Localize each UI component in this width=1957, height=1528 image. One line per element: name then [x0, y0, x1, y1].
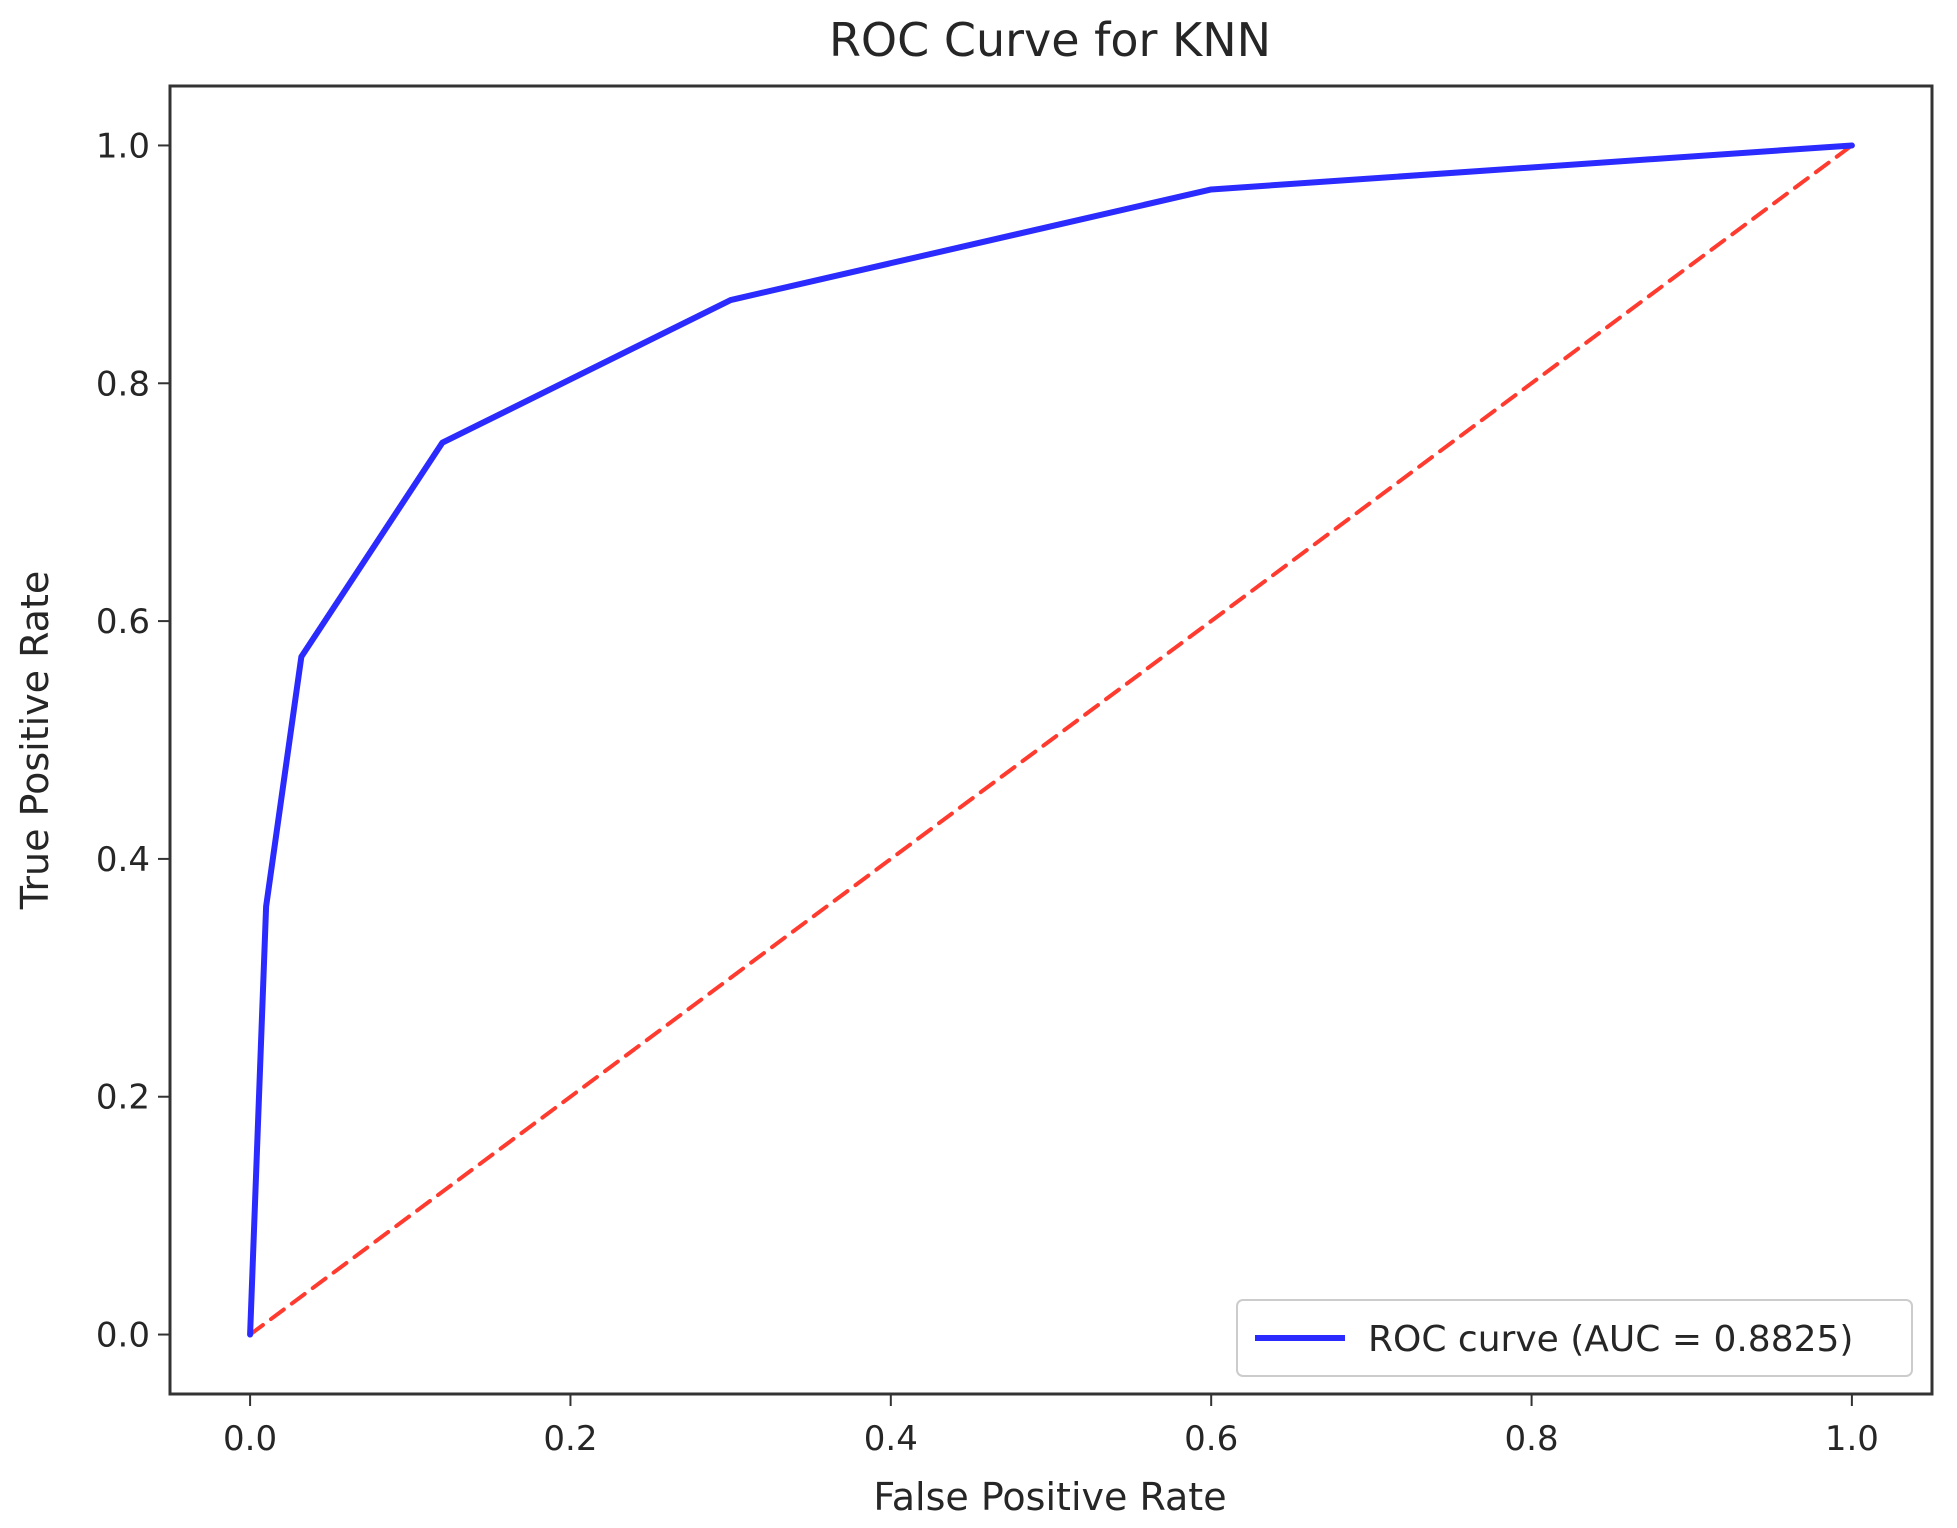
y-axis-label: True Positive Rate [13, 571, 57, 911]
chance-diagonal-line [248, 143, 1854, 1337]
x-tick-label: 0.6 [1184, 1419, 1238, 1459]
y-tick-label: 0.2 [96, 1078, 150, 1118]
y-tick-label: 0.4 [96, 840, 150, 880]
y-axis-ticks: 0.0 0.2 0.4 0.6 0.8 1.0 [96, 126, 170, 1356]
x-tick-label: 0.0 [223, 1419, 277, 1459]
x-tick-label: 0.8 [1505, 1419, 1559, 1459]
y-tick-label: 1.0 [96, 126, 150, 166]
x-axis-ticks: 0.0 0.2 0.4 0.6 0.8 1.0 [223, 1394, 1879, 1459]
roc-curve-line [247, 142, 1855, 1338]
x-tick-label: 1.0 [1825, 1419, 1879, 1459]
y-tick-label: 0.6 [96, 602, 150, 642]
x-tick-label: 0.4 [864, 1419, 918, 1459]
legend-label-roc-curve: ROC curve (AUC = 0.8825) [1368, 1319, 1853, 1360]
plot-area-frame [168, 84, 1934, 1396]
x-tick-label: 0.2 [543, 1419, 597, 1459]
y-tick-label: 0.0 [96, 1316, 150, 1356]
legend: ROC curve (AUC = 0.8825) [1236, 1299, 1913, 1377]
legend-box [1236, 1299, 1913, 1377]
y-tick-label: 0.8 [96, 364, 150, 404]
series-layer [247, 142, 1855, 1338]
chart-title: ROC Curve for KNN [829, 13, 1271, 67]
x-axis-label: False Positive Rate [873, 1475, 1226, 1519]
